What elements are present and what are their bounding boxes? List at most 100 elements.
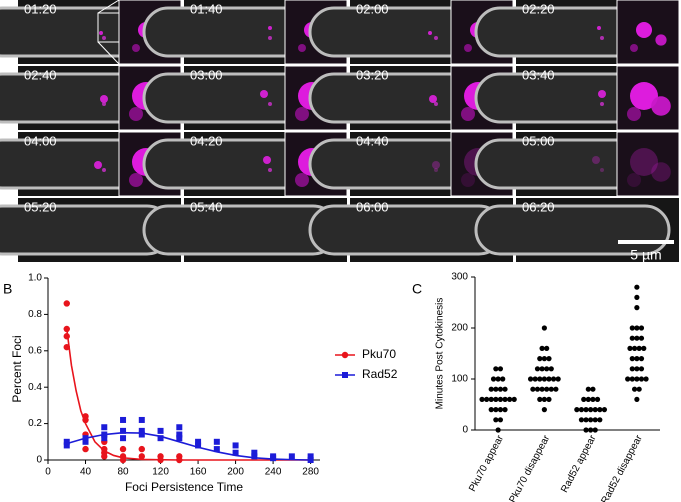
point [583,427,589,433]
inset-focus [655,34,667,46]
point [63,343,70,351]
y-axis-label: Percent Foci [10,335,24,402]
point [597,407,603,413]
timestamp: 02:00 [356,1,389,16]
inset-focus [627,107,641,121]
focus [268,102,272,106]
inset-focus [295,173,309,187]
point [638,366,645,372]
x-tick-label: 40 [80,467,92,478]
point [63,325,70,333]
inset-focus [129,107,143,121]
focus [268,26,272,30]
point [488,396,494,402]
cell-outline [142,204,339,256]
timestamp: 05:20 [24,199,57,214]
focus [263,156,271,164]
point [232,442,239,449]
point [488,386,494,392]
focus [102,168,106,172]
point [541,325,547,331]
point [548,386,554,392]
point [82,435,89,442]
point [590,386,596,392]
point [490,376,497,382]
legend-marker [342,372,348,378]
inset [616,65,680,131]
x-tick-label: 280 [302,467,319,478]
inset-focus [129,173,143,187]
point [585,396,591,402]
point [636,345,642,351]
point [539,366,545,372]
timestamp: 03:00 [190,67,223,82]
point [493,366,499,372]
point [631,345,638,351]
point [638,325,645,331]
y-axis-label: Minutes Post Cytokinesis [435,298,446,410]
timestamp: 02:40 [24,67,57,82]
zoom-line [97,0,120,14]
point [634,335,640,341]
point [270,455,277,462]
point [585,386,591,392]
point [176,431,183,438]
point [634,305,640,311]
focus [102,102,106,106]
y-tick-label: 0.8 [28,309,42,320]
point [493,417,499,423]
point [537,356,543,362]
point [638,376,645,382]
point [555,376,561,382]
point [643,376,649,382]
point [493,386,499,392]
point [232,449,239,456]
inset-focus [461,107,475,121]
x-tick-label: Pku70 appear [467,433,506,494]
micrograph-tile: 05:00 [474,131,680,197]
focus [429,95,437,103]
timestamp: 06:00 [356,199,389,214]
y-tick-label: 300 [451,272,468,283]
point [638,356,645,362]
point [578,407,585,413]
point [138,445,145,453]
micrograph-tile: 03:00 [142,65,348,131]
point [634,366,640,372]
focus [102,36,106,40]
point [629,356,635,362]
point [213,438,220,445]
timestamp: 04:40 [356,133,389,148]
point [138,416,145,423]
point [588,407,594,413]
timestamp: 01:20 [24,1,57,16]
point [511,396,517,402]
point [590,396,596,402]
focus [99,31,103,35]
point [502,386,508,392]
point [532,376,538,382]
point [500,376,506,382]
point [592,427,598,433]
point [157,456,164,464]
point [634,376,640,382]
inset-focus [630,44,638,52]
point [550,376,557,382]
point [588,417,594,423]
point [634,356,640,362]
point [101,435,108,442]
focus [600,168,604,172]
point [631,386,638,392]
point [578,417,585,423]
focus [434,36,438,40]
point [541,396,547,402]
timestamp: 04:00 [24,133,57,148]
focus [434,102,438,106]
focus [94,161,102,169]
point [541,407,547,413]
point [634,325,640,331]
timestamp: 03:40 [522,67,555,82]
point [251,449,258,456]
timestamp: 02:20 [522,1,555,16]
point [544,366,550,372]
